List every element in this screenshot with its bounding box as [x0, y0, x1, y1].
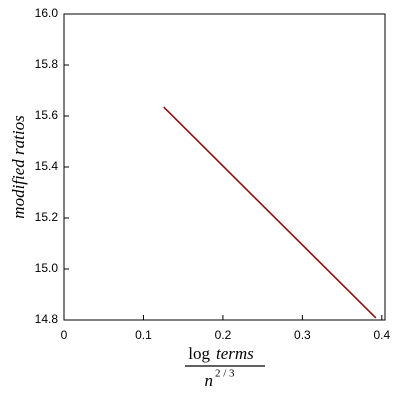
x-tick-label: 0.3 [294, 328, 311, 342]
data-line [163, 106, 377, 319]
x-label-exponent: 2 / 3 [215, 368, 235, 380]
x-tick-label: 0.1 [135, 328, 152, 342]
y-tick-label: 15.8 [35, 57, 59, 71]
y-tick-label: 16.0 [35, 6, 59, 20]
y-tick-label: 15.6 [35, 108, 59, 122]
x-tick-label: 0.2 [215, 328, 232, 342]
y-tick-label: 15.0 [35, 261, 59, 275]
y-tick-label: 15.2 [35, 210, 59, 224]
x-label-terms: terms [216, 344, 254, 363]
x-tick-label: 0.4 [373, 328, 390, 342]
x-tick-label: 0 [61, 328, 68, 342]
y-tick-label: 15.4 [35, 159, 59, 173]
y-axis-label: modified ratios [9, 115, 28, 219]
x-label-log: log [188, 344, 210, 363]
y-tick-label: 14.8 [35, 312, 59, 326]
x-label-n: n [205, 371, 214, 390]
